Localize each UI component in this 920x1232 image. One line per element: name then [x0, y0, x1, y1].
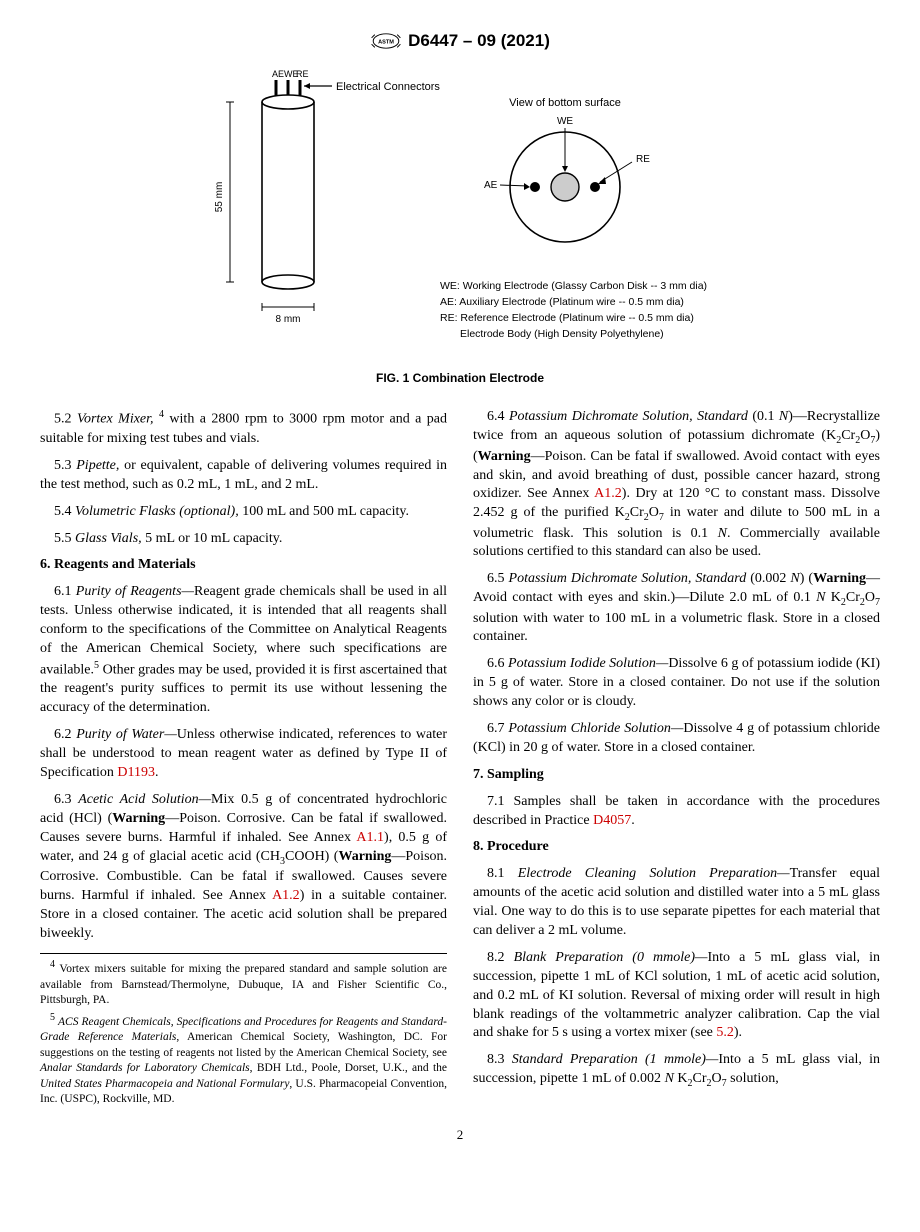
para-5-4: 5.4 Volumetric Flasks (optional), 100 mL… [40, 503, 447, 522]
fig-bottom-title: View of bottom surface [509, 97, 621, 109]
fig-label-ae: AE [272, 69, 284, 79]
designation: D6447 – 09 (2021) [408, 30, 550, 53]
para-5-2: 5.2 Vortex Mixer, 4 with a 2800 rpm to 3… [40, 408, 447, 448]
fig-connectors-label: Electrical Connectors [336, 81, 440, 93]
fig-bottom-we: WE [557, 116, 573, 127]
para-5-5: 5.5 Glass Vials, 5 mL or 10 mL capacity. [40, 530, 447, 549]
para-6-2: 6.2 Purity of Water—Unless otherwise ind… [40, 726, 447, 783]
fig-bottom-re: RE [636, 154, 650, 165]
para-6-3: 6.3 Acetic Acid Solution—Mix 0.5 g of co… [40, 791, 447, 944]
fig-legend-ae: AE: Auxiliary Electrode (Platinum wire -… [440, 296, 684, 308]
para-6-4: 6.4 Potassium Dichromate Solution, Stand… [473, 408, 880, 562]
section-6-head: 6. Reagents and Materials [40, 556, 447, 575]
fig-legend-re: RE: Reference Electrode (Platinum wire -… [440, 312, 694, 324]
link-d4057[interactable]: D4057 [593, 813, 631, 828]
link-d1193[interactable]: D1193 [117, 765, 155, 780]
footnotes: 4 Vortex mixers suitable for mixing the … [40, 953, 447, 1107]
footnote-5: 5 ACS Reagent Chemicals, Specifications … [40, 1011, 447, 1108]
para-6-5: 6.5 Potassium Dichromate Solution, Stand… [473, 570, 880, 647]
figure-caption: FIG. 1 Combination Electrode [40, 370, 880, 386]
para-8-2: 8.2 Blank Preparation (0 mmole)—Into a 5… [473, 949, 880, 1043]
body-columns: 5.2 Vortex Mixer, 4 with a 2800 rpm to 3… [40, 408, 880, 1107]
link-a1-1[interactable]: A1.1 [356, 830, 384, 845]
footnote-4: 4 Vortex mixers suitable for mixing the … [40, 958, 447, 1008]
svg-text:ASTM: ASTM [378, 40, 394, 46]
fig-label-re: RE [296, 69, 309, 79]
section-8-head: 8. Procedure [473, 838, 880, 857]
link-a1-2b[interactable]: A1.2 [594, 486, 622, 501]
fig-bottom-ae: AE [484, 180, 498, 191]
link-a1-2a[interactable]: A1.2 [272, 888, 300, 903]
section-7-head: 7. Sampling [473, 766, 880, 785]
para-6-6: 6.6 Potassium Iodide Solution—Dissolve 6… [473, 655, 880, 712]
para-8-1: 8.1 Electrode Cleaning Solution Preparat… [473, 865, 880, 941]
para-6-7: 6.7 Potassium Chloride Solution—Dissolve… [473, 720, 880, 758]
para-6-1: 6.1 Purity of Reagents—Reagent grade che… [40, 583, 447, 718]
page-number: 2 [40, 1126, 880, 1144]
para-7-1: 7.1 Samples shall be taken in accordance… [473, 793, 880, 831]
page-header: ASTM D6447 – 09 (2021) [40, 30, 880, 57]
figure-1: AE WE RE Electrical Connectors 55 mm 8 m… [40, 67, 880, 386]
astm-logo-icon: ASTM [370, 32, 402, 50]
fig-width: 8 mm [276, 314, 301, 325]
link-5-2[interactable]: 5.2 [716, 1025, 734, 1040]
fig-height: 55 mm [214, 182, 225, 213]
para-8-3: 8.3 Standard Preparation (1 mmole)—Into … [473, 1051, 880, 1090]
para-5-3: 5.3 Pipette, or equivalent, capable of d… [40, 457, 447, 495]
fig-legend-we: WE: Working Electrode (Glassy Carbon Dis… [440, 280, 707, 292]
fig-legend-body: Electrode Body (High Density Polyethylen… [460, 328, 664, 340]
